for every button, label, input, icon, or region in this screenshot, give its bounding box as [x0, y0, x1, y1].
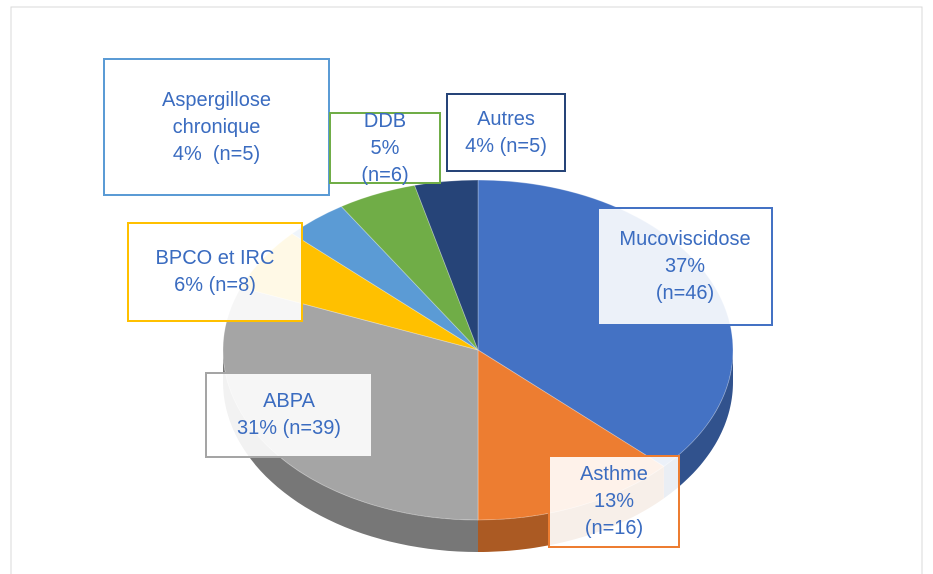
chart-frame [10, 6, 923, 574]
category-label: BPCO et IRC [155, 247, 275, 269]
data-label-box: Mucoviscidose 37% (n=46) [597, 207, 773, 326]
category-label: Asthme [580, 463, 648, 485]
category-label: DDB [363, 109, 407, 132]
data-label-box: BPCO et IRC 6% (n=8) [127, 222, 303, 322]
data-label-box: Autres 4% (n=5) [446, 93, 566, 172]
pie-slice [340, 184, 479, 351]
data-label-box: DDB 5% (n=6) [329, 110, 441, 186]
pie-slice [414, 179, 479, 351]
pie-side [663, 350, 733, 499]
category-label: Autres [477, 107, 535, 130]
value-label: 4% (n=5) [465, 134, 547, 157]
pie-side [223, 350, 478, 552]
category-label: Mucoviscidose [619, 228, 751, 250]
data-label-box: ABPA 31% (n=39) [205, 372, 373, 458]
category-label: Aspergillose chronique [162, 88, 277, 138]
value-label: 13% (n=16) [584, 490, 644, 539]
category-label: ABPA [263, 390, 315, 412]
value-label: 4% (n=5) [172, 142, 261, 165]
data-label-box: Aspergillose chronique 4% (n=5) [103, 58, 330, 196]
value-label: 31% (n=39) [237, 417, 341, 439]
value-label: 37% (n=46) [655, 255, 715, 304]
data-label-box: Asthme 13% (n=16) [548, 455, 680, 548]
value-label: 6% (n=8) [174, 274, 256, 296]
value-label: 5% (n=6) [361, 136, 409, 186]
